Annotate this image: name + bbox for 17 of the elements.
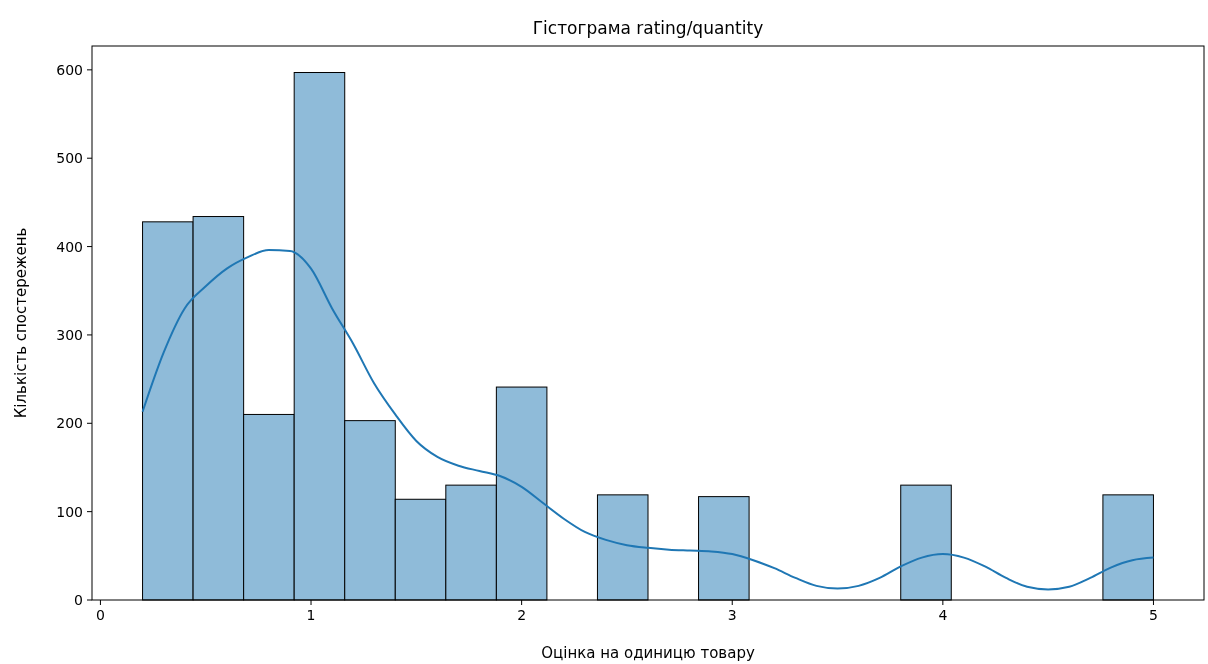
chart-title: Гістограма rating/quantity [532,18,764,38]
x-tick-label: 2 [517,607,527,623]
y-tick-label: 300 [56,326,83,343]
y-tick-label: 200 [56,415,83,432]
line-series [141,249,1155,591]
y-tick-label: 0 [74,592,83,608]
y-tick-label: 100 [56,503,83,520]
y-tick-label: 400 [56,238,83,255]
x-tick-label: 0 [95,607,105,623]
x-axis-title: Оцінка на одиницю товару [541,644,755,662]
x-tick-label: 4 [938,607,948,623]
y-tick-label: 600 [56,61,83,78]
x-tick-label: 5 [1148,607,1158,623]
x-tick-label: 3 [727,607,737,623]
y-tick-label: 500 [56,150,83,167]
x-tick-label: 1 [306,607,316,623]
y-axis-title: Кількість спостережень [12,227,30,419]
